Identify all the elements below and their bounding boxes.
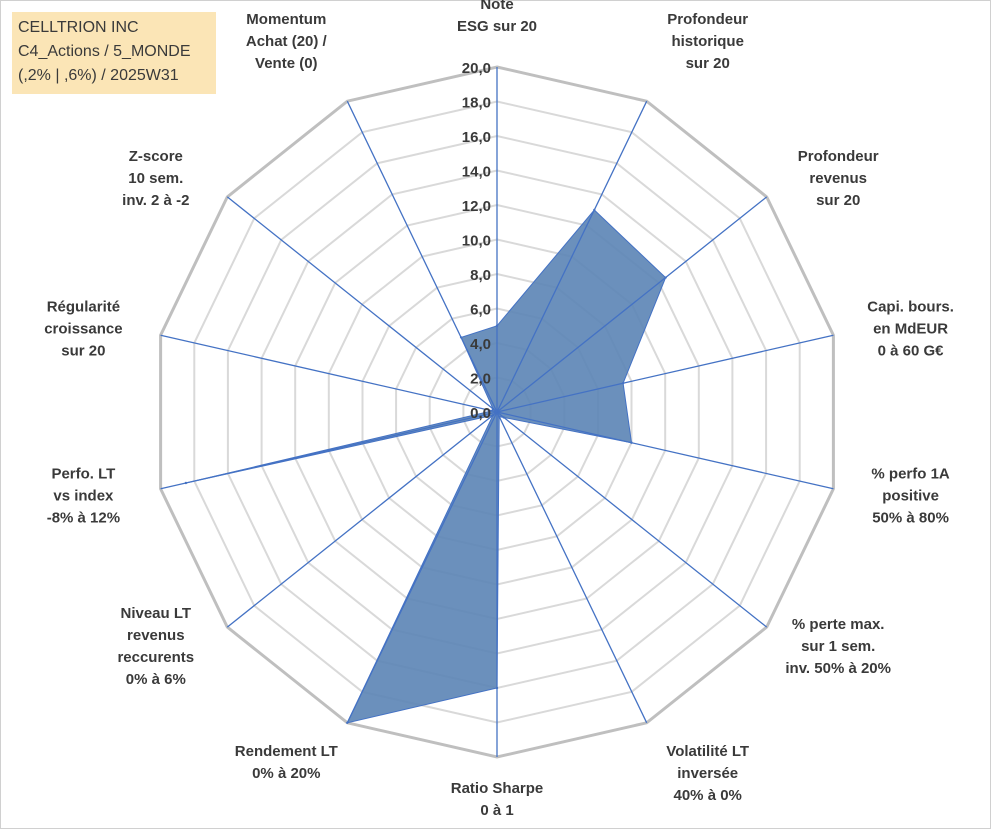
axis-label-line: -8% à 12%	[47, 509, 120, 526]
axis-label-line: sur 20	[816, 192, 860, 209]
tick-label: 4,0	[470, 336, 491, 353]
axis-spoke	[160, 411, 498, 490]
axis-label-line: Niveau LT	[121, 605, 192, 622]
axis-spoke	[346, 100, 498, 413]
axis-label-line: Rendement LT	[235, 743, 338, 760]
series-point	[495, 324, 499, 327]
axis-label: Profondeur historique sur 20	[667, 11, 748, 72]
tick-label: 0,0	[470, 405, 491, 422]
axis-label: Régularité croissance sur 20	[44, 299, 122, 360]
axis-label-line: revenus	[809, 170, 867, 187]
axis-label-line: en MdEUR	[873, 321, 948, 338]
axis-label: Ratio Sharpe 0 à 1	[451, 780, 544, 819]
series-point	[498, 415, 501, 418]
axis-label-line: Profondeur	[667, 11, 748, 28]
axis-label-line: 0 à 1	[480, 802, 513, 819]
axis-label: Note ESG sur 20	[457, 0, 537, 35]
series-point	[184, 481, 188, 485]
axis-label: Volatilité LT inversée 40% à 0%	[666, 743, 749, 804]
axis-label-line: Vente (0)	[255, 55, 318, 72]
series-point	[495, 686, 499, 690]
axis-label-line: 50% à 80%	[872, 509, 949, 526]
axis-label-line: Perfo. LT	[51, 465, 115, 482]
axis-spoke	[496, 411, 768, 628]
series-point	[630, 441, 633, 444]
series-point	[491, 414, 495, 417]
axis-label: % perte max. sur 1 sem. inv. 50% à 20%	[785, 616, 891, 677]
tick-label: 18,0	[462, 95, 491, 112]
axis-label: Rendement LT 0% à 20%	[235, 743, 338, 782]
tick-label: 10,0	[462, 233, 491, 250]
axis-label-line: 0% à 6%	[126, 671, 186, 688]
axis-label-line: vs index	[53, 487, 114, 504]
axis-label-line: Z-score	[129, 148, 183, 165]
axis-label-line: Capi. bours.	[867, 299, 954, 316]
axis-label: Capi. bours. en MdEUR 0 à 60 G€	[867, 299, 954, 360]
axis-label-line: Régularité	[47, 299, 120, 316]
axis-spoke	[160, 334, 498, 413]
axis-label-line: historique	[671, 33, 744, 50]
series-point	[621, 382, 625, 385]
chart-subtitle-line: C4_Actions / 5_MONDE	[18, 43, 191, 60]
axis-label: Momentum Achat (20) / Vente (0)	[246, 11, 328, 72]
axis-label-line: revenus	[127, 627, 185, 644]
axis-spoke	[226, 196, 498, 413]
axis-label-line: sur 20	[686, 55, 730, 72]
axis-label: Perfo. LT vs index -8% à 12%	[47, 465, 120, 526]
series-point	[490, 409, 494, 412]
axis-label-line: Ratio Sharpe	[451, 780, 544, 797]
axis-label-line: croissance	[44, 321, 122, 338]
series-point	[459, 336, 463, 339]
tick-label: 2,0	[470, 371, 491, 388]
axis-label: % perfo 1A positive 50% à 80%	[871, 465, 950, 526]
axis-label-line: % perte max.	[792, 616, 885, 633]
axis-label-line: Volatilité LT	[666, 743, 749, 760]
axis-label-line: positive	[882, 487, 939, 504]
axis-spoke	[496, 196, 768, 413]
series-point	[502, 416, 505, 419]
axis-label-line: reccurents	[117, 649, 194, 666]
axis-label-line: 40% à 0%	[674, 787, 742, 804]
tick-label: 16,0	[462, 129, 491, 146]
tick-label: 12,0	[462, 198, 491, 215]
axis-spoke	[346, 411, 498, 724]
series-point	[491, 407, 495, 410]
chart-subtitle-line: (,2% | ,6%) / 2025W31	[18, 67, 179, 84]
axis-label-line: inv. 2 à -2	[122, 192, 189, 209]
series-point	[346, 721, 349, 724]
axis-label-line: ESG sur 20	[457, 18, 537, 35]
series-point	[593, 208, 596, 212]
tick-label: 14,0	[462, 164, 491, 181]
axis-label-line: Achat (20) /	[246, 33, 328, 50]
chart-title-line: CELLTRION INC	[18, 19, 139, 36]
axis-label-line: sur 20	[61, 343, 105, 360]
tick-label: 6,0	[470, 302, 491, 319]
axis-label-line: 0% à 20%	[252, 765, 320, 782]
tick-label: 20,0	[462, 60, 491, 77]
axis-label-line: % perfo 1A	[871, 465, 950, 482]
axis-label: Profondeur revenus sur 20	[798, 148, 879, 209]
series-point	[664, 276, 667, 279]
axis-label-line: Profondeur	[798, 148, 879, 165]
axis-spoke	[226, 411, 498, 628]
axis-label: Z-score 10 sem. inv. 2 à -2	[122, 148, 189, 209]
axis-label-line: inversée	[677, 765, 738, 782]
axis-label-line: sur 1 sem.	[801, 638, 875, 655]
axis-spoke	[496, 411, 834, 490]
chart-title-box: CELLTRION INC C4_Actions / 5_MONDE (,2% …	[12, 12, 216, 94]
axis-spoke	[496, 334, 834, 413]
axis-label-line: inv. 50% à 20%	[785, 660, 891, 677]
axis-label-line: Note	[480, 0, 513, 13]
axis-spoke	[496, 100, 648, 413]
axis-spoke	[496, 411, 648, 724]
axis-label-line: Momentum	[246, 11, 326, 28]
axis-label: Niveau LT revenus reccurents 0% à 6%	[117, 605, 194, 688]
axis-label-line: 10 sem.	[128, 170, 183, 187]
tick-label: 8,0	[470, 267, 491, 284]
axis-label-line: 0 à 60 G€	[878, 343, 945, 360]
